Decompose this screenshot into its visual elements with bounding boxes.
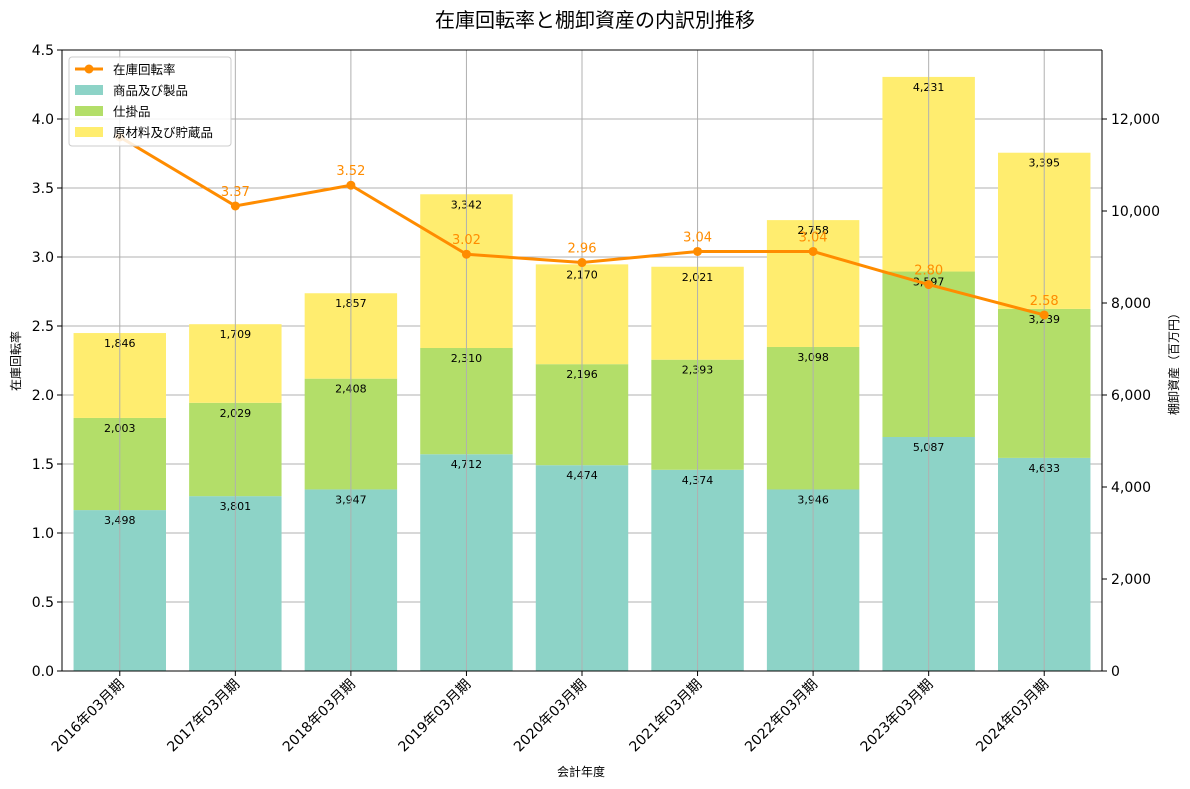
right-tick-label: 10,000 — [1111, 204, 1160, 220]
left-tick-label: 3.5 — [32, 181, 54, 197]
turnover-point — [693, 246, 703, 256]
left-tick-label: 1.5 — [32, 457, 54, 473]
turnover-point — [346, 180, 356, 190]
turnover-label: 3.04 — [683, 230, 712, 245]
x-tick-label: 2016年03月期 — [49, 677, 128, 756]
line-layer: 3.37 3.52 3.02 2.96 3.04 3.04 2.80 2.58 — [115, 50, 1059, 671]
x-tick-label: 2024年03月期 — [973, 677, 1052, 756]
turnover-point — [808, 246, 818, 256]
legend-line-marker — [84, 64, 94, 74]
x-axis-label: 会計年度 — [557, 764, 605, 779]
turnover-label: 3.52 — [336, 164, 365, 179]
turnover-label: 2.96 — [568, 242, 597, 257]
legend-label: 商品及び製品 — [113, 83, 188, 98]
legend-swatch — [75, 106, 103, 116]
x-tick-label: 2022年03月期 — [742, 677, 821, 756]
turnover-point — [577, 258, 587, 268]
left-tick-label: 0.5 — [32, 595, 54, 611]
legend-label: 仕掛品 — [113, 104, 151, 119]
turnover-label: 3.04 — [799, 230, 828, 245]
turnover-label: 3.37 — [221, 185, 250, 200]
left-tick-label: 4.5 — [32, 43, 54, 59]
left-axis-label: 在庫回転率 — [8, 331, 23, 391]
x-tick-label: 2020年03月期 — [511, 677, 590, 756]
turnover-label: 2.58 — [1030, 294, 1059, 309]
right-tick-label: 12,000 — [1111, 112, 1160, 128]
left-tick-label: 4.0 — [32, 112, 54, 128]
legend-swatch — [75, 127, 103, 137]
right-tick-label: 4,000 — [1111, 480, 1151, 496]
turnover-point — [461, 249, 471, 259]
x-tick-label: 2023年03月期 — [858, 677, 937, 756]
x-tick-label: 2019年03月期 — [395, 677, 474, 756]
left-tick-label: 3.0 — [32, 250, 54, 266]
right-tick-label: 2,000 — [1111, 572, 1151, 588]
turnover-label: 3.02 — [452, 233, 481, 248]
right-tick-label: 8,000 — [1111, 296, 1151, 312]
right-tick-label: 0 — [1111, 664, 1120, 680]
legend-label: 原材料及び貯蔵品 — [113, 125, 213, 140]
turnover-point — [230, 201, 240, 211]
left-tick-label: 0.0 — [32, 664, 54, 680]
legend-swatch — [75, 85, 103, 95]
chart-title: 在庫回転率と棚卸資産の内訳別推移 — [435, 8, 755, 32]
left-tick-label: 2.0 — [32, 388, 54, 404]
x-tick-label: 2018年03月期 — [280, 677, 359, 756]
left-tick-label: 1.0 — [32, 526, 54, 542]
turnover-point — [924, 280, 934, 290]
turnover-point — [1039, 310, 1049, 320]
x-tick-label: 2021年03月期 — [627, 677, 706, 756]
left-tick-label: 2.5 — [32, 319, 54, 335]
legend-line-label: 在庫回転率 — [113, 62, 176, 77]
right-tick-label: 6,000 — [1111, 388, 1151, 404]
legend-box — [68, 56, 232, 147]
turnover-label: 2.80 — [914, 264, 943, 279]
x-tick-label: 2017年03月期 — [164, 677, 243, 756]
right-axis-label: 棚卸資産（百万円） — [1166, 307, 1181, 415]
